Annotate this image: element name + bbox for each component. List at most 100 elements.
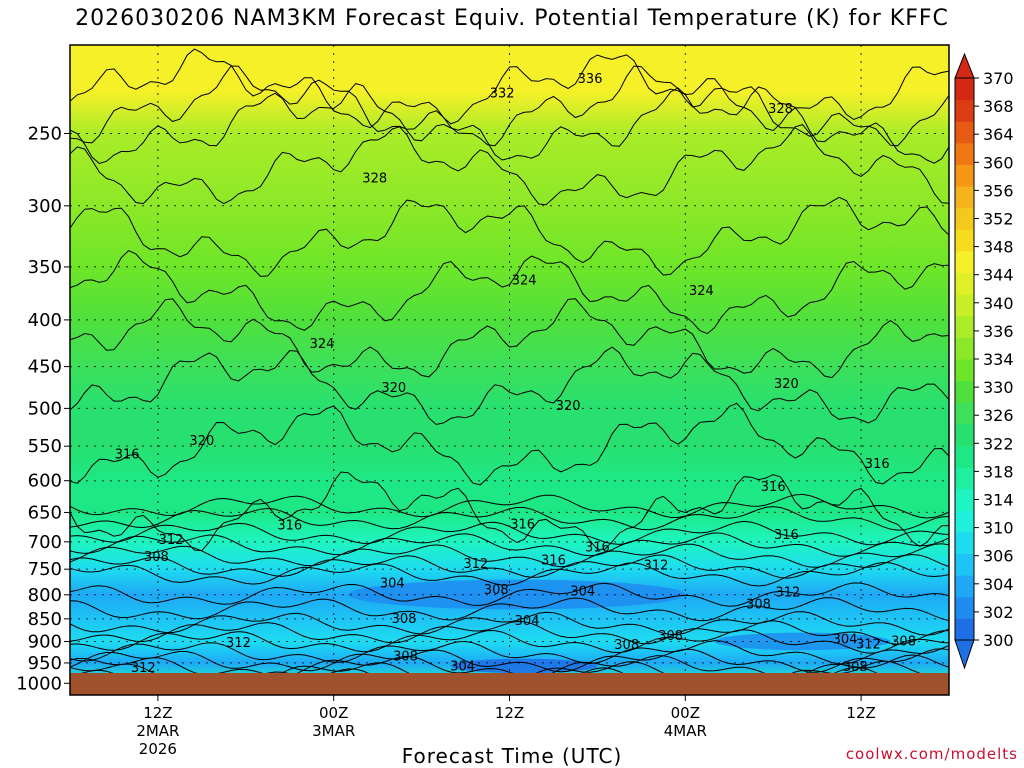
colorbar-tick-label: 356 (983, 181, 1014, 200)
colorbar-tick-label: 318 (983, 462, 1014, 481)
contour-label: 312 (775, 585, 800, 600)
colorbar-segment (955, 229, 974, 252)
contour-label: 304 (380, 577, 405, 592)
contour-label: 308 (843, 660, 868, 675)
low-level-contour-line (70, 553, 949, 579)
colorbar-tick-label: 352 (983, 210, 1014, 229)
colorbar: 300 302 304 306 310 314 318 322 326 330 334 336 340 3… (954, 52, 1014, 670)
chart-title: 2026030206 NAM3KM Forecast Equiv. Potent… (75, 6, 949, 31)
colorbar-segment (955, 531, 974, 555)
colorbar-tick-label: 340 (983, 294, 1014, 313)
colorbar-segment (955, 99, 974, 122)
contour-label: 316 (541, 554, 566, 569)
contour-label: 320 (774, 377, 799, 392)
y-tick-label: 800 (28, 585, 62, 606)
contour-label: 316 (115, 448, 140, 463)
contour-label: 328 (362, 171, 387, 186)
colorbar-tick-label: 322 (983, 434, 1014, 453)
contour-label: 308 (746, 598, 771, 613)
ground-below-surface (70, 673, 949, 695)
theta-e-field (70, 45, 949, 695)
contour-line-322 (70, 298, 949, 379)
colorbar-tick-label: 302 (983, 603, 1014, 622)
y-tick-label: 700 (28, 532, 62, 553)
contour-label: 316 (865, 457, 890, 472)
contour-label: 308 (392, 612, 417, 627)
contour-label: 308 (614, 638, 639, 653)
colorbar-tick-label: 314 (983, 491, 1014, 510)
contour-label: 308 (393, 650, 418, 665)
colorbar-segment (955, 315, 974, 338)
contour-line-324 (70, 250, 949, 335)
colorbar-segment (955, 250, 974, 274)
low-level-contour-line (70, 561, 949, 587)
contour-label: 312 (159, 533, 184, 548)
low-level-contour-line (70, 582, 949, 607)
contour-label: 308 (891, 634, 916, 649)
low-theta-e-pocket (714, 632, 891, 651)
colorbar-segment (955, 467, 974, 490)
contour-label: 316 (585, 540, 610, 555)
colorbar-segment (955, 121, 974, 144)
contour-label: 312 (644, 558, 669, 573)
contour-label: 304 (570, 584, 595, 599)
contour-label: 312 (226, 636, 251, 651)
colorbar-tick-label: 304 (983, 575, 1014, 594)
contour-line-318 (70, 402, 949, 486)
contour-label: 336 (578, 72, 603, 87)
y-tick-label: 650 (28, 502, 62, 523)
x-tick-label: 12Z (495, 704, 524, 722)
colorbar-segment (955, 596, 974, 619)
contour-label: 312 (463, 557, 488, 572)
contour-label: 308 (658, 629, 683, 644)
contour-label: 304 (515, 614, 540, 629)
colorbar-segment (955, 272, 974, 295)
y-tick-label: 500 (28, 398, 62, 419)
x-axis-label: Forecast Time (UTC) (401, 744, 623, 768)
colorbar-segment (955, 618, 974, 641)
low-theta-e-pocket (450, 658, 598, 674)
colorbar-tick-label: 360 (983, 153, 1014, 172)
contour-line-320 (70, 346, 949, 426)
contour-label: 324 (512, 273, 537, 288)
y-tick-label: 400 (28, 310, 62, 331)
x-tick-label: 2MAR (136, 722, 179, 740)
colorbar-segment (955, 423, 974, 446)
low-theta-e-pocket (348, 579, 686, 610)
low-level-contour-line (70, 493, 949, 519)
contour-label: 324 (689, 284, 714, 299)
x-tick-label: 2026 (139, 740, 177, 758)
colorbar-segment (955, 488, 974, 511)
y-tick-label: 950 (28, 653, 62, 674)
low-level-contour-line (70, 629, 949, 654)
contour-label: 316 (774, 528, 799, 543)
colorbar-tick-label: 336 (983, 322, 1014, 341)
low-level-contour-line (70, 506, 949, 531)
low-level-contour-line (70, 597, 949, 622)
colorbar-segment (955, 294, 974, 317)
colorbar-segment (955, 553, 974, 576)
y-tick-label: 1000 (16, 673, 62, 694)
x-tick-label: 3MAR (312, 722, 355, 740)
contour-line-316 (70, 471, 949, 552)
contour-label: 316 (761, 480, 786, 495)
colorbar-tick-label: 306 (983, 547, 1014, 566)
y-tick-label: 350 (28, 257, 62, 278)
y-tick-label: 900 (28, 631, 62, 652)
x-tick-label: 00Z (671, 704, 700, 722)
colorbar-segment (955, 207, 974, 230)
contour-label: 332 (490, 86, 515, 101)
colorbar-tick-label: 310 (983, 519, 1014, 538)
colorbar-segment (955, 445, 974, 468)
colorbar-tick-label: 344 (983, 266, 1014, 285)
contour-label: 324 (310, 337, 335, 352)
y-tick-label: 550 (28, 436, 62, 457)
colorbar-segment (955, 186, 974, 209)
y-tick-label: 250 (28, 123, 62, 144)
colorbar-tick-label: 368 (983, 97, 1014, 116)
colorbar-tick-label: 330 (983, 378, 1014, 397)
colorbar-segment (955, 510, 974, 533)
x-tick-label: 00Z (319, 704, 348, 722)
